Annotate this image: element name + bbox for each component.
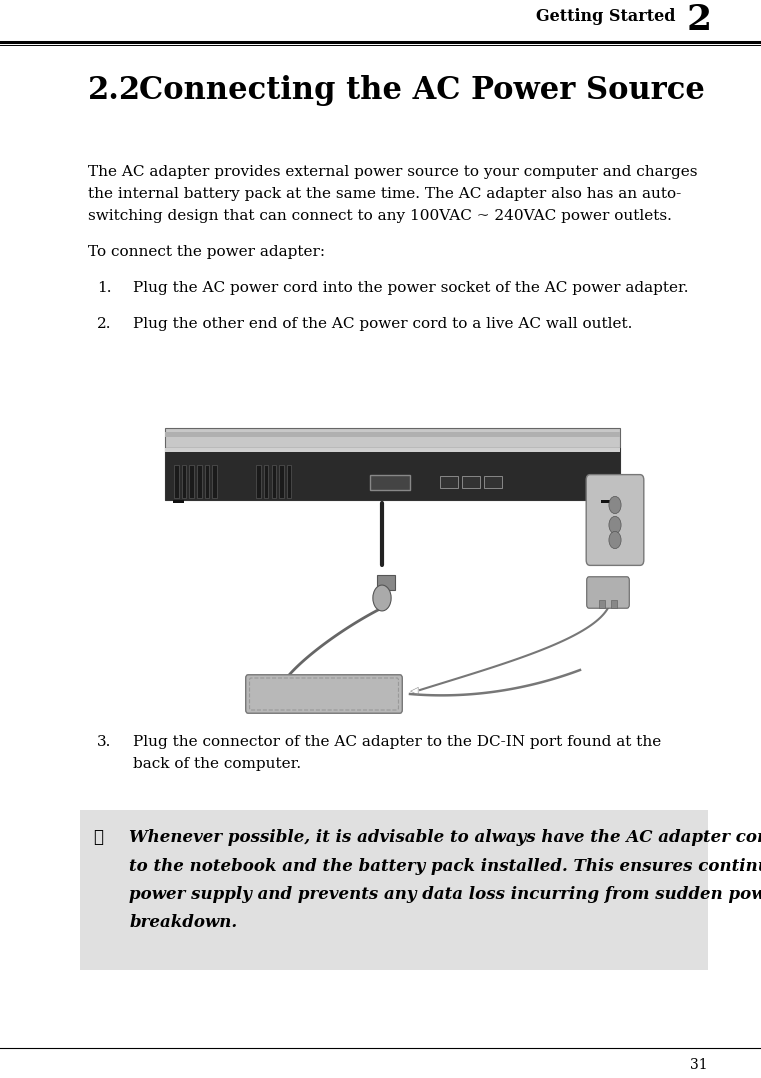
Bar: [165, 448, 620, 452]
Text: 31: 31: [690, 1058, 708, 1072]
Bar: [182, 465, 186, 498]
Circle shape: [609, 531, 621, 549]
Text: 1.: 1.: [97, 281, 111, 295]
Text: Plug the AC power cord into the power socket of the AC power adapter.: Plug the AC power cord into the power so…: [133, 281, 689, 295]
Text: Connecting the AC Power Source: Connecting the AC Power Source: [139, 75, 705, 106]
Bar: [484, 476, 502, 488]
Bar: [173, 500, 184, 503]
Bar: [272, 465, 276, 498]
Text: Getting Started: Getting Started: [536, 8, 681, 25]
Circle shape: [373, 585, 391, 611]
Text: Plug the connector of the AC adapter to the DC-IN port found at the: Plug the connector of the AC adapter to …: [133, 735, 661, 749]
Bar: [174, 465, 179, 498]
Bar: [599, 600, 605, 608]
Text: the internal battery pack at the same time. The AC adapter also has an auto-: the internal battery pack at the same ti…: [88, 188, 681, 202]
Text: ☞: ☞: [94, 829, 103, 846]
Bar: [611, 600, 617, 608]
Text: 2: 2: [686, 3, 712, 37]
Bar: [279, 465, 284, 498]
Bar: [165, 432, 620, 437]
Text: switching design that can connect to any 100VAC ~ 240VAC power outlets.: switching design that can connect to any…: [88, 209, 671, 223]
Bar: [377, 575, 395, 590]
Text: breakdown.: breakdown.: [129, 914, 237, 931]
Bar: [165, 448, 620, 500]
Text: 3.: 3.: [97, 735, 111, 749]
Circle shape: [609, 496, 621, 513]
FancyBboxPatch shape: [586, 474, 644, 565]
Bar: [440, 476, 458, 488]
Text: 2.2: 2.2: [88, 75, 141, 106]
FancyBboxPatch shape: [587, 577, 629, 608]
Bar: [462, 476, 480, 488]
Bar: [212, 465, 217, 498]
Text: ◁: ◁: [410, 686, 419, 696]
Bar: [264, 465, 269, 498]
FancyBboxPatch shape: [246, 675, 403, 714]
Bar: [601, 500, 613, 503]
Text: back of the computer.: back of the computer.: [133, 757, 301, 771]
Text: to the notebook and the battery pack installed. This ensures continuous: to the notebook and the battery pack ins…: [129, 858, 761, 874]
Circle shape: [609, 516, 621, 534]
Text: To connect the power adapter:: To connect the power adapter:: [88, 245, 325, 259]
Bar: [205, 465, 209, 498]
Bar: [256, 465, 261, 498]
Text: 2.: 2.: [97, 317, 111, 331]
Bar: [189, 465, 194, 498]
Text: power supply and prevents any data loss incurring from sudden power: power supply and prevents any data loss …: [129, 886, 761, 903]
Text: Whenever possible, it is advisable to always have the AC adapter connected: Whenever possible, it is advisable to al…: [129, 829, 761, 846]
Bar: [80, 810, 708, 970]
Bar: [287, 465, 291, 498]
Bar: [197, 465, 202, 498]
Text: Plug the other end of the AC power cord to a live AC wall outlet.: Plug the other end of the AC power cord …: [133, 317, 632, 331]
Bar: [165, 428, 620, 448]
Bar: [370, 475, 410, 490]
Text: The AC adapter provides external power source to your computer and charges: The AC adapter provides external power s…: [88, 165, 697, 179]
